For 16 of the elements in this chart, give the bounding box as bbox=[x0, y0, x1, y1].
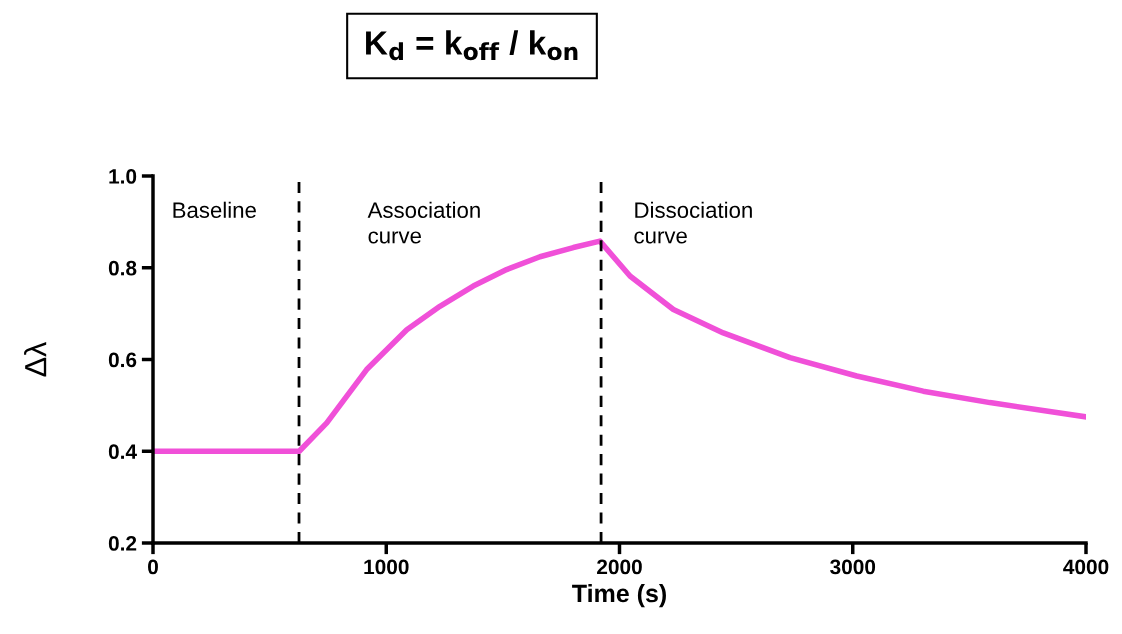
y-axis-title: Δλ bbox=[24, 341, 47, 377]
chart-title: K$_{d}$ = k$_{off}$ / k$_{on}$ bbox=[366, 30, 578, 61]
y-tick-label: 0.4 bbox=[108, 444, 137, 459]
x-tick-label: 1000 bbox=[364, 559, 409, 575]
y-tick-label: 0.8 bbox=[108, 260, 137, 276]
y-tick-label: 0.6 bbox=[108, 352, 137, 368]
x-tick-label: 4000 bbox=[1063, 559, 1109, 575]
y-tick-label: 0.2 bbox=[108, 536, 137, 551]
y-tick-label: 1.0 bbox=[109, 169, 137, 184]
annotation: Baseline bbox=[173, 201, 256, 219]
x-tick-label: 2000 bbox=[597, 559, 642, 575]
annotation: Association curve bbox=[367, 201, 480, 244]
annotation: Dissociation curve bbox=[634, 201, 752, 244]
x-tick-label: 0 bbox=[148, 559, 158, 575]
x-axis-title: Time (s) bbox=[572, 583, 666, 608]
x-tick-label: 3000 bbox=[830, 559, 876, 575]
